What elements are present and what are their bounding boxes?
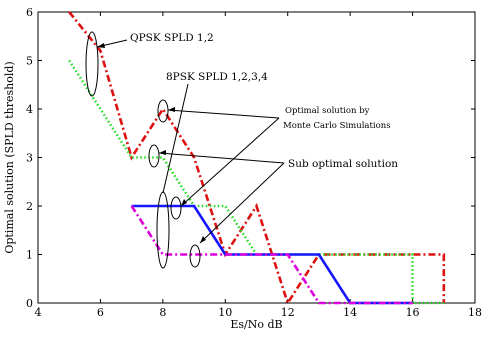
series-layer [68, 11, 446, 307]
x-tick-label: 10 [218, 306, 232, 319]
arrowhead-suboptimal-2 [200, 236, 206, 243]
annotation-qpsk-label: QPSK SPLD 1,2 [130, 32, 214, 44]
ellipse-suboptimal-qpsk-marker [148, 144, 160, 168]
x-tick-label: 18 [468, 306, 482, 319]
x-tick-label: 8 [159, 306, 166, 319]
ellipse-optimal-8psk-marker [170, 196, 182, 220]
y-tick-label: 6 [26, 6, 33, 19]
pointer-8psk [162, 83, 189, 194]
annotation-optimal-line2: Monte Carlo Simulations [283, 121, 391, 131]
y-tick-label: 0 [26, 297, 33, 310]
pointer-optimal-2 [180, 117, 280, 207]
annotation-layer: QPSK SPLD 1,2 8PSK SPLD 1,2,3,4 Optimal … [85, 31, 398, 269]
x-tick-label: 16 [406, 306, 420, 319]
x-tick-label: 6 [97, 306, 104, 319]
arrowhead-suboptimal-1 [159, 150, 166, 155]
annotation-suboptimal-label: Sub optimal solution [288, 158, 398, 170]
arrowhead-qpsk [97, 43, 105, 48]
arrowhead-optimal-2 [181, 199, 187, 206]
y-tick-label: 1 [26, 249, 33, 262]
y-tick-label: 3 [26, 152, 33, 165]
pointer-optimal-1 [167, 109, 280, 119]
ellipse-optimal-qpsk-marker [157, 99, 169, 123]
pointer-suboptimal-2 [199, 162, 285, 244]
x-tick-label: 12 [281, 306, 295, 319]
y-axis-label: Optimal solution (SPLD threshold) [3, 61, 16, 253]
annotation-optimal-line1: Optimal solution by [285, 106, 370, 116]
arrowhead-optimal-1 [168, 107, 175, 112]
y-tick-label: 4 [26, 103, 33, 116]
ellipse-qpsk-marker [85, 31, 99, 97]
x-tick-label: 4 [35, 306, 42, 319]
ellipse-suboptimal-8psk-marker [189, 244, 201, 268]
y-tick-label: 5 [26, 55, 33, 68]
x-axis-label: Es/No dB [230, 318, 282, 331]
pointer-suboptimal-1 [158, 152, 285, 164]
x-tick-label: 14 [343, 306, 357, 319]
y-tick-label: 2 [26, 200, 33, 213]
annotation-8psk-label: 8PSK SPLD 1,2,3,4 [166, 71, 268, 83]
series-line-4 [130, 205, 413, 305]
